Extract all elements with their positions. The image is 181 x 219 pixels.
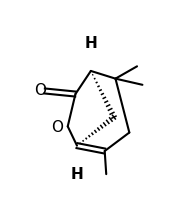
Text: O: O xyxy=(34,83,46,99)
Text: O: O xyxy=(51,120,63,135)
Text: H: H xyxy=(71,167,83,182)
Text: H: H xyxy=(85,36,97,51)
